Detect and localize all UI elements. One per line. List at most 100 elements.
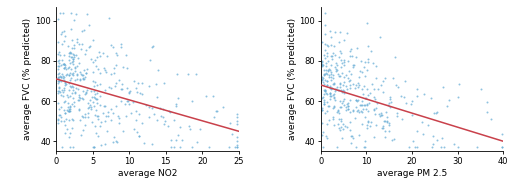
Point bbox=[90, 92, 99, 95]
Point bbox=[318, 76, 326, 79]
Point bbox=[419, 133, 427, 136]
Point bbox=[69, 97, 77, 100]
Point bbox=[132, 109, 141, 112]
Point bbox=[164, 124, 172, 127]
Point bbox=[346, 129, 354, 132]
Point bbox=[196, 128, 204, 131]
Point bbox=[339, 88, 347, 91]
Point bbox=[192, 72, 200, 75]
Point bbox=[71, 56, 79, 59]
Point bbox=[159, 108, 167, 111]
Point bbox=[136, 92, 144, 95]
Point bbox=[331, 66, 339, 69]
Point bbox=[345, 49, 354, 52]
Point bbox=[327, 54, 335, 57]
Point bbox=[65, 81, 73, 84]
Point bbox=[60, 40, 68, 43]
Point bbox=[107, 72, 115, 75]
Point bbox=[397, 94, 405, 97]
Point bbox=[114, 78, 123, 81]
Point bbox=[364, 93, 373, 96]
Point bbox=[104, 115, 112, 118]
Point bbox=[107, 118, 115, 121]
Point bbox=[383, 116, 391, 119]
Point bbox=[118, 100, 126, 103]
Point bbox=[112, 54, 121, 57]
Point bbox=[358, 111, 366, 114]
Point bbox=[336, 50, 344, 53]
Point bbox=[65, 108, 74, 111]
Point bbox=[64, 102, 73, 105]
Point bbox=[363, 60, 371, 63]
Point bbox=[365, 92, 374, 95]
Point bbox=[85, 105, 94, 108]
Point bbox=[338, 136, 346, 139]
Point bbox=[369, 135, 378, 138]
Point bbox=[153, 118, 161, 121]
Point bbox=[93, 98, 101, 101]
Point bbox=[339, 83, 347, 86]
Point bbox=[370, 95, 379, 98]
Point bbox=[61, 67, 69, 70]
Point bbox=[349, 108, 357, 111]
Point bbox=[95, 114, 103, 117]
Point bbox=[75, 108, 83, 111]
Point bbox=[389, 138, 398, 141]
Point bbox=[377, 83, 385, 86]
Point bbox=[337, 91, 345, 94]
Point bbox=[121, 102, 129, 105]
Point bbox=[115, 117, 124, 120]
Point bbox=[63, 96, 72, 99]
Point bbox=[328, 58, 336, 61]
Point bbox=[117, 45, 125, 48]
Point bbox=[381, 120, 389, 123]
Point bbox=[351, 87, 359, 90]
Point bbox=[86, 45, 94, 48]
Point bbox=[345, 69, 354, 72]
Point bbox=[74, 88, 82, 91]
Point bbox=[323, 44, 332, 47]
Point bbox=[68, 38, 77, 41]
Point bbox=[74, 98, 82, 101]
Point bbox=[78, 97, 86, 100]
Point bbox=[332, 70, 340, 73]
Point bbox=[54, 89, 62, 92]
Point bbox=[81, 124, 89, 127]
Point bbox=[344, 101, 352, 104]
Point bbox=[322, 137, 331, 140]
Point bbox=[347, 48, 355, 51]
Point bbox=[72, 86, 80, 89]
Point bbox=[62, 83, 71, 86]
Point bbox=[336, 75, 344, 78]
Point bbox=[320, 89, 329, 92]
Point bbox=[342, 74, 351, 77]
Point bbox=[331, 99, 339, 102]
Point bbox=[332, 88, 340, 91]
Point bbox=[318, 80, 327, 83]
Point bbox=[363, 87, 371, 90]
Point bbox=[59, 11, 67, 14]
Point bbox=[349, 109, 357, 112]
Point bbox=[64, 52, 73, 55]
Point bbox=[118, 82, 126, 85]
Point bbox=[65, 73, 73, 76]
Point bbox=[101, 105, 109, 108]
Point bbox=[380, 120, 388, 123]
Point bbox=[327, 44, 335, 47]
Point bbox=[174, 133, 182, 136]
Point bbox=[65, 146, 74, 149]
Point bbox=[62, 72, 71, 75]
Point bbox=[329, 83, 337, 86]
Point bbox=[330, 51, 338, 54]
Point bbox=[358, 100, 366, 103]
Point bbox=[89, 146, 98, 149]
Point bbox=[318, 146, 327, 149]
Point bbox=[61, 34, 69, 37]
Point bbox=[111, 85, 119, 88]
Point bbox=[347, 55, 356, 58]
Point bbox=[158, 116, 167, 119]
Point bbox=[56, 91, 64, 94]
Point bbox=[413, 130, 422, 133]
Point bbox=[225, 146, 233, 149]
Point bbox=[67, 55, 76, 58]
